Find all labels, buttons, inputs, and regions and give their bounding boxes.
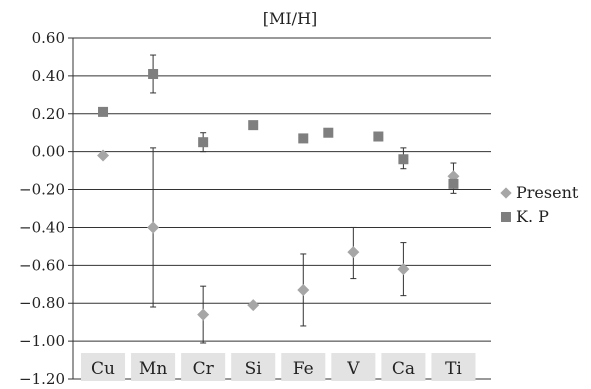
y-tick-label: −0.40 xyxy=(19,218,65,236)
x-category-label: Ca xyxy=(392,359,415,379)
legend-label-kp: K. P xyxy=(516,207,549,226)
chart-title: [MI/H] xyxy=(263,9,318,28)
kp-point xyxy=(373,131,384,142)
y-tick-label: 0.00 xyxy=(32,143,65,161)
y-tick-label: −0.80 xyxy=(19,294,65,312)
x-category-label: Fe xyxy=(293,359,314,379)
kp-point xyxy=(248,120,259,131)
data-markers xyxy=(97,68,460,321)
category-box xyxy=(131,353,176,381)
legend-item-present: Present xyxy=(500,181,578,205)
x-category-label: Cu xyxy=(91,359,115,379)
present-point xyxy=(397,263,410,276)
kp-point xyxy=(198,137,209,148)
legend-item-kp: K. P xyxy=(500,205,578,229)
present-point xyxy=(97,149,110,162)
legend-label-present: Present xyxy=(516,183,579,202)
gridlines xyxy=(68,37,491,380)
x-category-label: Si xyxy=(245,359,263,379)
y-axis-tick-labels: 0.60 0.40 0.20 0.00 −0.20 −0.40 −0.60 −0.80 −1.0… xyxy=(19,29,65,388)
x-category-label: Mn xyxy=(139,359,167,379)
category-box xyxy=(231,353,276,381)
y-tick-label: 0.60 xyxy=(32,29,65,47)
present-point xyxy=(247,299,260,312)
category-box xyxy=(281,353,326,381)
kp-point xyxy=(398,154,409,165)
present-point xyxy=(297,283,310,296)
present-point xyxy=(147,221,160,234)
category-box xyxy=(81,353,126,381)
x-category-label: V xyxy=(346,359,360,379)
y-tick-label: −1.20 xyxy=(19,370,65,388)
y-tick-label: 0.20 xyxy=(32,105,65,123)
kp-point xyxy=(448,178,459,189)
error-bars xyxy=(150,54,457,344)
category-box xyxy=(331,353,376,381)
present-point xyxy=(347,246,360,259)
y-tick-label: −0.20 xyxy=(19,181,65,199)
x-axis-category-labels: Cu Mn Cr Si Fe V Ca Ti xyxy=(91,359,462,379)
y-tick-label: −1.00 xyxy=(19,332,65,350)
kp-point xyxy=(148,68,159,79)
kp-point xyxy=(98,106,109,117)
diamond-marker-icon xyxy=(500,187,512,199)
category-box xyxy=(381,353,426,381)
kp-point xyxy=(323,127,334,138)
y-tick-label: −0.60 xyxy=(19,256,65,274)
legend: Present K. P xyxy=(500,181,578,229)
x-category-label: Cr xyxy=(193,359,215,379)
kp-point xyxy=(298,133,309,144)
x-category-label: Ti xyxy=(445,359,462,379)
category-box xyxy=(431,353,476,381)
category-label-boxes xyxy=(81,353,476,381)
y-tick-label: 0.40 xyxy=(32,67,65,85)
square-marker-icon xyxy=(501,212,511,222)
category-box xyxy=(181,353,226,381)
present-point xyxy=(197,308,210,321)
